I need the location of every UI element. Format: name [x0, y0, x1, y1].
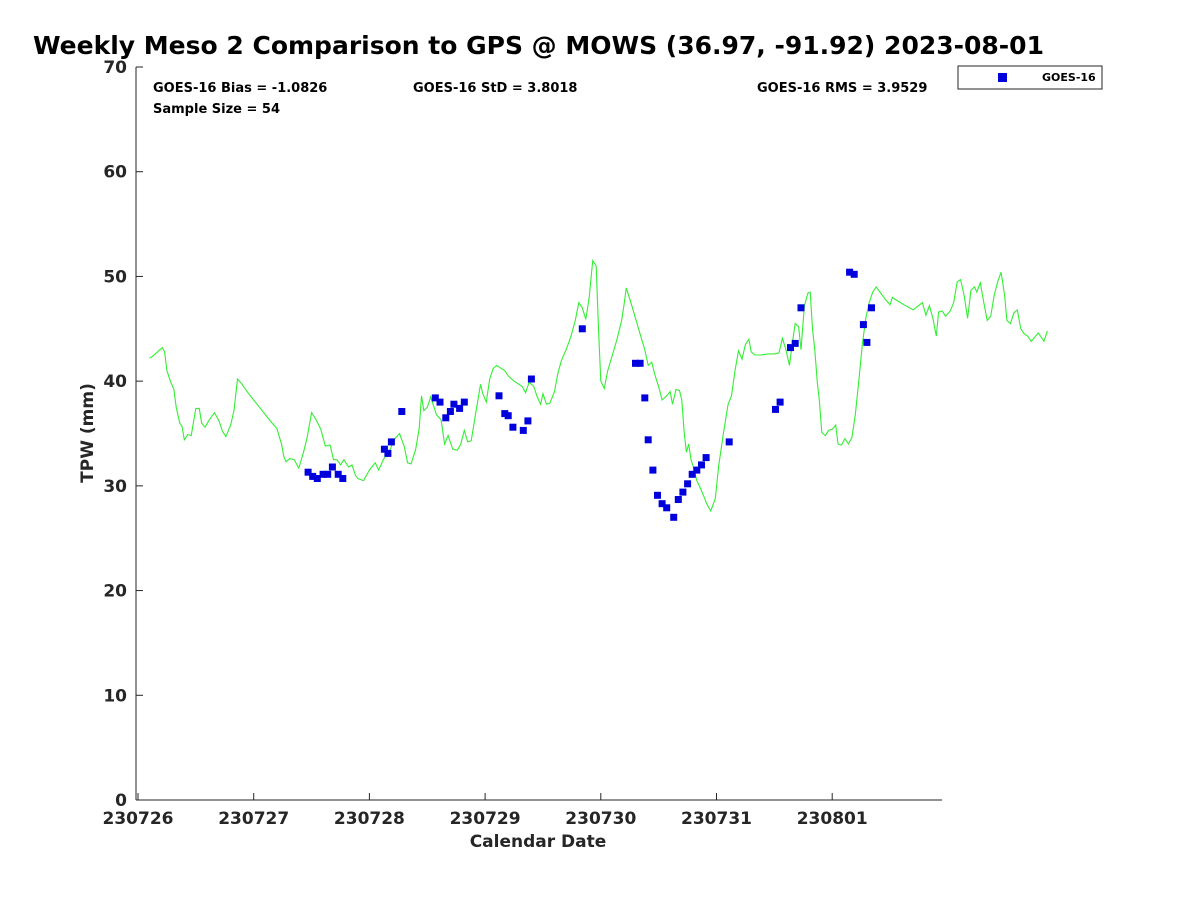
y-tick-label: 0	[115, 791, 127, 811]
goes16-data-point	[679, 488, 687, 496]
goes16-data-point	[578, 325, 586, 333]
x-tick-label: 230801	[797, 809, 868, 829]
goes16-data-point	[524, 417, 532, 425]
y-tick-label: 50	[103, 267, 127, 287]
goes16-data-point	[436, 398, 444, 406]
x-tick-label: 230731	[681, 809, 752, 829]
goes16-data-point	[859, 321, 867, 329]
goes16-data-point	[654, 491, 661, 499]
goes16-data-point	[309, 472, 317, 480]
y-tick-label: 20	[103, 582, 127, 602]
x-tick-label: 230728	[334, 809, 405, 829]
goes16-data-point	[328, 463, 336, 471]
stat-sample-size: Sample Size = 54	[153, 102, 280, 117]
goes16-data-point	[319, 470, 327, 478]
goes16-data-point	[527, 375, 535, 383]
goes16-data-point	[698, 461, 705, 469]
goes16-data-point	[313, 475, 321, 482]
goes16-data-point	[693, 466, 701, 474]
goes16-data-point	[688, 470, 696, 478]
goes16-data-point	[456, 404, 464, 412]
goes16-data-point	[658, 500, 666, 508]
y-tick-label: 60	[103, 163, 127, 183]
goes16-data-point	[772, 405, 779, 413]
gps-tpw-line	[149, 259, 1048, 513]
goes16-data-point	[791, 339, 799, 347]
goes16-data-point	[442, 414, 450, 422]
x-tick-label: 230730	[565, 809, 636, 829]
goes16-data-point	[509, 423, 517, 431]
goes16-data-point	[380, 445, 388, 453]
goes16-data-point	[384, 449, 392, 457]
goes16-data-point	[504, 412, 512, 420]
goes16-data-point	[868, 304, 875, 312]
goes16-data-point	[632, 359, 639, 367]
goes16-data-point	[663, 504, 671, 512]
goes16-data-point	[850, 270, 858, 278]
y-axis-label: TPW (mm)	[78, 383, 98, 483]
goes16-data-point	[649, 466, 657, 474]
goes16-data-point	[670, 513, 678, 521]
goes16-data-point	[450, 400, 458, 408]
legend-goes16-marker	[998, 73, 1007, 82]
legend-box	[957, 65, 1103, 90]
goes16-data-point	[519, 426, 527, 434]
y-ticks: 0 10 20 30 40 50 60 70	[103, 58, 143, 811]
goes16-data-point	[644, 436, 652, 444]
goes16-data-point	[324, 470, 332, 478]
goes16-data-point	[846, 268, 854, 276]
goes16-data-point	[334, 470, 342, 478]
y-tick-label: 30	[103, 477, 127, 497]
legend-goes16-label: GOES-16	[1042, 71, 1096, 84]
goes16-data-point	[641, 394, 649, 402]
stat-rms: GOES-16 RMS = 3.9529	[757, 81, 927, 96]
goes16-data-point	[495, 392, 503, 400]
goes16-data-point	[684, 480, 692, 488]
goes16-data-point	[446, 408, 454, 415]
x-tick-label: 230729	[450, 809, 521, 829]
legend: GOES-16	[957, 65, 1103, 90]
goes16-data-point	[725, 438, 733, 446]
goes16-data-point	[431, 394, 439, 402]
goes16-data-point	[674, 496, 682, 503]
plot-area: 0 10 20 30 40 50 60 70 230726 230727 230728 230729…	[103, 58, 1048, 829]
goes16-data-point	[339, 475, 347, 482]
x-axis-label: Calendar Date	[470, 832, 607, 852]
y-tick-label: 70	[103, 58, 127, 78]
x-tick-label: 230727	[218, 809, 289, 829]
goes16-data-point	[787, 344, 794, 352]
gps-line-layer	[149, 259, 1048, 513]
goes16-data-point	[387, 438, 395, 446]
x-tick-label: 230726	[103, 809, 174, 829]
goes16-data-point	[460, 398, 468, 406]
goes16-points-layer	[304, 268, 875, 521]
chart-title: Weekly Meso 2 Comparison to GPS @ MOWS (…	[33, 31, 1044, 60]
y-tick-label: 10	[103, 686, 127, 706]
goes16-data-point	[776, 398, 784, 406]
goes16-data-point	[702, 454, 710, 462]
stat-std: GOES-16 StD = 3.8018	[413, 81, 577, 96]
x-ticks: 230726 230727 230728 230729 230730 230731 2308…	[103, 793, 868, 829]
goes16-data-point	[863, 338, 871, 346]
y-tick-label: 40	[103, 372, 127, 392]
goes16-data-point	[398, 408, 406, 415]
goes16-data-point	[304, 468, 312, 476]
goes16-data-point	[636, 359, 644, 367]
goes16-data-point	[797, 304, 805, 312]
stat-bias: GOES-16 Bias = -1.0826	[153, 81, 327, 96]
